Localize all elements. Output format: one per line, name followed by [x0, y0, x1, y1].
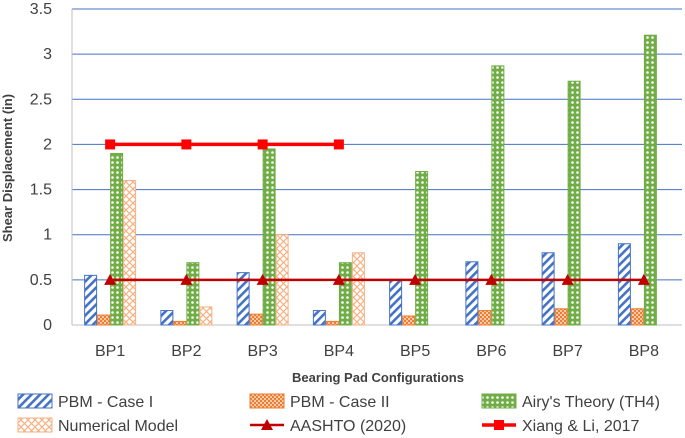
bar-diag-blue: [236, 272, 250, 326]
legend: PBM - Case I PBM - Case II Airy's Theory (…: [17, 393, 660, 435]
marker-triangle: [261, 419, 273, 430]
bar-check-orange: [630, 308, 644, 326]
marker-square: [333, 139, 344, 150]
y-tick-label: 1.5: [30, 182, 52, 199]
legend-label: Numerical Model: [58, 418, 178, 435]
y-tick-label: 3.5: [30, 1, 52, 18]
y-tick-labels: 0 0.5 1 1.5 2 2.5 3 3.5: [30, 1, 52, 334]
legend-swatch: [481, 393, 517, 409]
marker-triangle: [332, 273, 345, 285]
bar-check-orange: [554, 308, 568, 326]
bar-diag-blue: [84, 274, 98, 326]
bar-check-orange: [97, 314, 111, 326]
gridlines: [71, 8, 682, 326]
x-tick-label: BP4: [324, 343, 354, 360]
x-tick-label: BP7: [553, 343, 583, 360]
bar-check-orange: [325, 320, 339, 326]
marker-triangle: [561, 273, 574, 285]
bar-diag-blue: [541, 252, 555, 326]
marker-square: [257, 139, 268, 150]
bar-dots-green: [415, 171, 429, 326]
y-tick-label: 0.5: [30, 272, 52, 289]
x-axis-title: Bearing Pad Configurations: [292, 370, 464, 385]
x-tick-label: BP2: [171, 343, 201, 360]
x-tick-label: BP1: [95, 343, 125, 360]
marker-triangle: [409, 273, 422, 285]
bar-cross-salmon: [199, 306, 213, 326]
bar-cross-salmon: [123, 180, 137, 326]
y-axis-title: Shear Displacement (in): [0, 94, 15, 242]
bar-dots-green: [262, 148, 276, 326]
marker-square: [181, 139, 192, 150]
marker-triangle: [104, 273, 117, 285]
bar-dots-green: [338, 262, 352, 326]
x-tick-label: BP6: [476, 343, 506, 360]
legend-label: Airy's Theory (TH4): [522, 394, 660, 411]
x-tick-labels: BP1 BP2 BP3 BP4 BP5 BP6 BP7 BP8: [95, 343, 659, 360]
y-tick-label: 2.5: [30, 91, 52, 108]
marker-triangle: [485, 273, 498, 285]
y-tick-label: 2: [43, 136, 52, 153]
y-tick-label: 3: [43, 46, 52, 63]
bar-dots-green: [643, 34, 657, 326]
marker-triangle: [256, 273, 269, 285]
bar-check-orange: [402, 315, 416, 326]
y-tick-label: 1: [43, 227, 52, 244]
x-tick-label: BP3: [248, 343, 278, 360]
bar-check-orange: [249, 313, 263, 326]
legend-swatch: [249, 393, 285, 409]
bar-check-orange: [173, 320, 187, 326]
legend-label: Xiang & Li, 2017: [522, 418, 640, 435]
bar-cross-salmon: [351, 252, 365, 326]
bars: [84, 34, 657, 326]
bar-dots-green: [567, 80, 581, 326]
bar-diag-blue: [617, 243, 631, 326]
x-tick-label: BP8: [629, 343, 659, 360]
reference-lines: [104, 139, 650, 285]
bar-check-orange: [478, 310, 492, 326]
bar-diag-blue: [465, 261, 479, 326]
marker-square: [494, 420, 504, 430]
bar-dots-green: [110, 152, 124, 326]
bar-diag-blue: [389, 279, 403, 326]
legend-label: PBM - Case II: [290, 394, 390, 411]
legend-label: PBM - Case I: [58, 394, 153, 411]
y-tick-label: 0: [43, 317, 52, 334]
marker-square: [105, 139, 116, 150]
bar-diag-blue: [160, 310, 174, 326]
bar-diag-blue: [312, 310, 326, 326]
marker-triangle: [180, 273, 193, 285]
bar-dots-green: [186, 262, 200, 326]
legend-swatch: [17, 417, 53, 433]
legend-label: AASHTO (2020): [290, 418, 406, 435]
legend-swatch: [17, 393, 53, 409]
marker-triangle: [637, 273, 650, 285]
x-tick-label: BP5: [400, 343, 430, 360]
bar-dots-green: [491, 65, 505, 326]
